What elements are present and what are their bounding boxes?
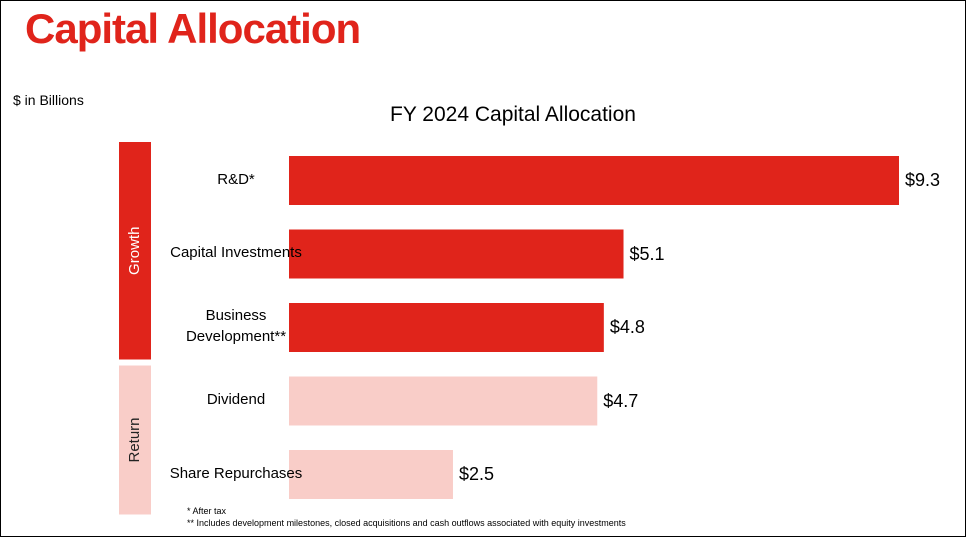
category-label: R&D* bbox=[217, 170, 255, 188]
category-label: Business Development** bbox=[185, 307, 287, 345]
group-label: Growth bbox=[126, 227, 143, 275]
bar bbox=[289, 303, 604, 352]
bar bbox=[289, 156, 899, 205]
group-label: Return bbox=[126, 417, 143, 462]
value-label: $2.5 bbox=[458, 464, 495, 484]
slide-title: Capital Allocation bbox=[25, 5, 361, 52]
units-note: $ in Billions bbox=[13, 92, 84, 108]
category-label: Dividend bbox=[206, 391, 266, 408]
value-label: $9.3 bbox=[905, 170, 941, 190]
bar bbox=[289, 229, 624, 279]
value-label: $4.8 bbox=[609, 317, 645, 337]
value-label: $5.1 bbox=[629, 243, 665, 264]
footnote: ** Includes development milestones, clos… bbox=[187, 518, 626, 528]
value-label: $4.7 bbox=[603, 390, 639, 411]
group-band bbox=[119, 142, 151, 360]
category-label: Capital Investments bbox=[170, 244, 302, 261]
category-label: Share Repurchases bbox=[169, 464, 303, 482]
bar bbox=[289, 450, 453, 499]
footnote: * After tax bbox=[187, 506, 227, 516]
bar bbox=[289, 376, 598, 426]
group-band bbox=[119, 365, 151, 515]
chart-title: FY 2024 Capital Allocation bbox=[390, 103, 636, 126]
